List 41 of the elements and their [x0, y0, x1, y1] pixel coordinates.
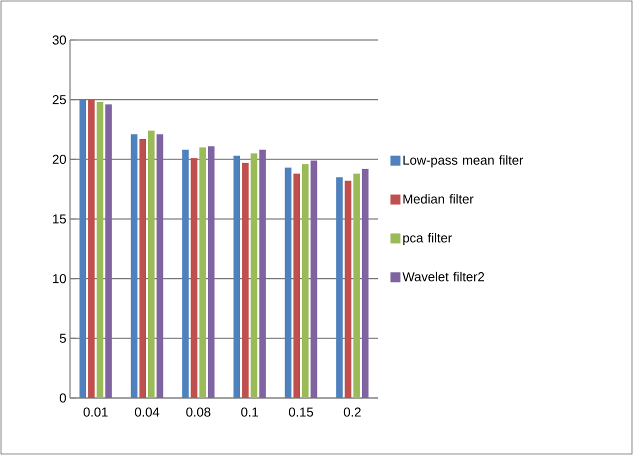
- bar: [88, 100, 95, 398]
- bar: [353, 174, 360, 398]
- y-tick-label: 5: [60, 334, 66, 343]
- bar: [208, 146, 215, 398]
- x-tick-label: 0.15: [288, 408, 314, 417]
- bar: [250, 153, 258, 398]
- x-tick-label: 0.01: [84, 408, 108, 417]
- bar: [156, 134, 164, 398]
- x-tick-label: 0.1: [241, 408, 258, 417]
- bar: [302, 164, 309, 398]
- bar: [190, 158, 198, 398]
- legend-label: Wavelet filter2: [402, 272, 484, 282]
- bar: [242, 162, 249, 398]
- y-tick-label: 20: [52, 154, 66, 164]
- bar: [96, 102, 104, 398]
- bar: [139, 139, 146, 398]
- y-tick-label: 30: [52, 35, 66, 45]
- x-tick-label: 0.08: [186, 408, 210, 417]
- legend-label: Low-pass mean filter: [403, 155, 524, 168]
- y-tick-label: 15: [53, 214, 66, 224]
- bar: [259, 150, 266, 398]
- bar: [293, 174, 300, 398]
- bar: [362, 168, 369, 398]
- legend-label: pca filter: [403, 232, 452, 246]
- bar: [130, 134, 138, 398]
- x-tick-label: 0.04: [134, 408, 160, 417]
- bar: [233, 156, 240, 398]
- y-tick-label: 25: [52, 95, 66, 104]
- y-tick-label: 10: [53, 274, 66, 284]
- bar: [105, 104, 112, 398]
- y-tick-label: 0: [60, 393, 66, 403]
- x-tick-label: 0.2: [344, 408, 361, 417]
- bar: [310, 160, 318, 398]
- bar: [79, 100, 86, 398]
- bar: [182, 150, 189, 398]
- legend-label: Median filter: [403, 194, 474, 204]
- bar: [344, 180, 352, 398]
- bar: [284, 168, 292, 398]
- bar: [148, 130, 155, 398]
- bar: [199, 147, 206, 398]
- bar: [336, 177, 343, 398]
